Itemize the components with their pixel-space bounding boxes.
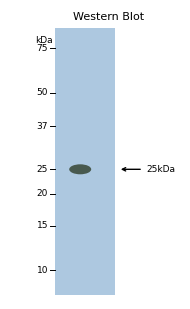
Text: kDa: kDa (35, 36, 53, 45)
Ellipse shape (69, 164, 91, 174)
Text: 50: 50 (36, 88, 48, 97)
Text: 15: 15 (36, 221, 48, 230)
Bar (55, 28, 115, 295)
Text: Western Blot: Western Blot (73, 12, 144, 22)
Text: 10: 10 (36, 266, 48, 275)
Text: 25kDa: 25kDa (146, 165, 175, 174)
Text: 75: 75 (36, 44, 48, 53)
Text: 20: 20 (37, 189, 48, 198)
Text: 25: 25 (37, 165, 48, 174)
Text: 37: 37 (36, 121, 48, 131)
